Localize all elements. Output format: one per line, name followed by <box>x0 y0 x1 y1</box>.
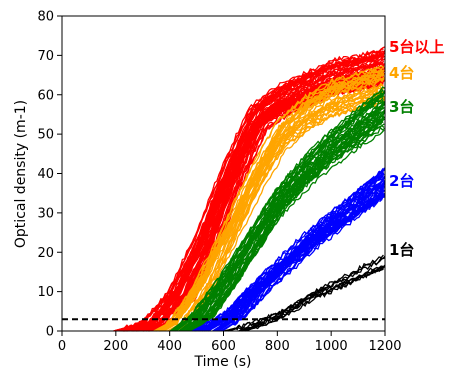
series-curve-4 <box>242 257 385 332</box>
series-curve-1 <box>155 90 385 332</box>
series-curve-2 <box>170 103 385 332</box>
group-label-0: 5台以上 <box>389 38 444 56</box>
series-curve-3 <box>203 193 385 332</box>
group-label-1: 4台 <box>389 64 414 82</box>
y-tick-label: 30 <box>37 206 54 221</box>
series-curve-4 <box>238 255 386 332</box>
x-tick-label: 0 <box>58 339 66 354</box>
series-curve-1 <box>155 65 385 332</box>
series-curve-3 <box>215 172 385 332</box>
x-tick-label: 1200 <box>368 339 401 354</box>
series-curve-1 <box>172 72 385 332</box>
group-label-2: 3台 <box>389 98 414 116</box>
series-curve-0 <box>135 62 384 332</box>
x-axis: 0 200 400 600 800 1000 1200 <box>58 331 402 354</box>
series-curve-3 <box>203 175 386 332</box>
x-tick-label: 600 <box>211 339 236 354</box>
y-tick-label: 0 <box>46 325 54 340</box>
y-tick-label: 20 <box>37 246 54 261</box>
curve-layer <box>113 46 386 332</box>
y-tick-label: 10 <box>37 285 54 300</box>
series-curve-3 <box>195 180 386 332</box>
series-curve-2 <box>175 86 386 332</box>
x-tick-label: 1000 <box>315 339 348 354</box>
series-curve-2 <box>186 94 384 332</box>
y-tick-label: 40 <box>37 167 54 182</box>
series-curve-2 <box>188 118 384 332</box>
y-axis: 0 10 20 30 40 50 60 70 80 <box>37 10 62 340</box>
x-tick-label: 400 <box>157 339 182 354</box>
x-tick-label: 800 <box>265 339 290 354</box>
y-tick-label: 70 <box>37 49 54 64</box>
x-tick-label: 200 <box>103 339 128 354</box>
series-curve-3 <box>220 194 386 332</box>
series-curve-1 <box>162 69 385 332</box>
series-curve-3 <box>221 190 385 332</box>
series-curve-0 <box>124 50 386 332</box>
series-curve-1 <box>154 87 385 332</box>
y-axis-label: Optical density (m-1) <box>13 100 29 248</box>
y-tick-label: 60 <box>37 88 54 103</box>
y-tick-label: 80 <box>37 10 54 25</box>
group-label-3: 2台 <box>389 172 414 190</box>
x-axis-label: Time (s) <box>194 354 252 370</box>
series-curve-2 <box>179 90 385 332</box>
group-labels: 5台以上 4台 3台 2台 1台 <box>389 38 444 259</box>
series-curve-0 <box>122 57 384 332</box>
group-label-4: 1台 <box>389 241 414 259</box>
y-tick-label: 50 <box>37 128 54 143</box>
